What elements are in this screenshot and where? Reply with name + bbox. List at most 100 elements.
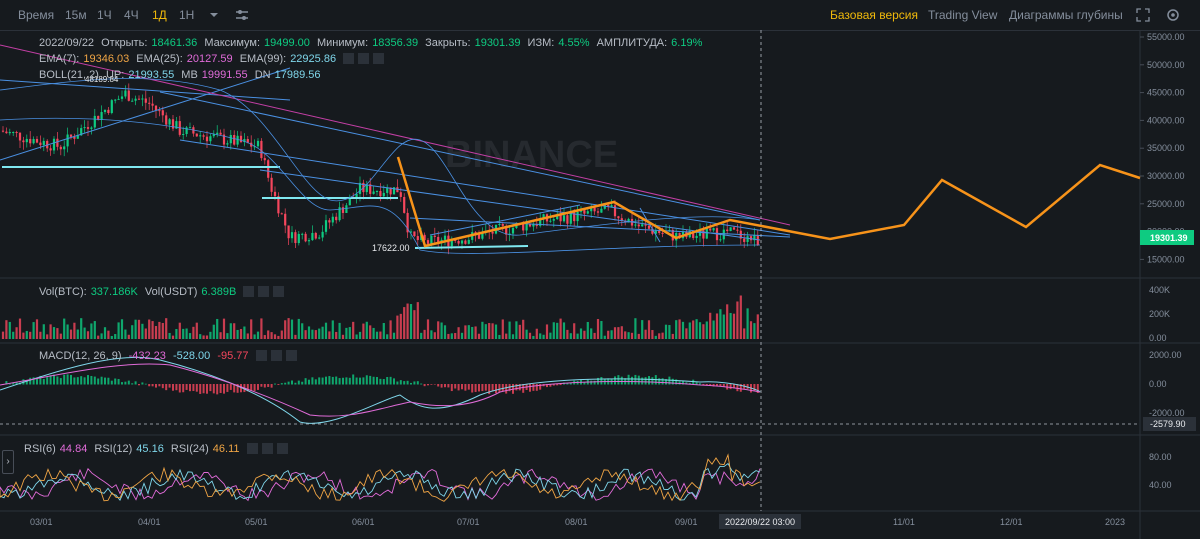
tab-1h[interactable]: 1Ч — [97, 8, 112, 22]
tab-1d[interactable]: 1Д — [152, 8, 167, 22]
gear-icon[interactable] — [358, 53, 370, 64]
candle-body — [348, 197, 351, 206]
candle-body — [86, 127, 90, 129]
chevron-down-icon[interactable] — [205, 6, 223, 24]
volume-bar — [93, 321, 96, 339]
macd-histogram-bar — [722, 384, 725, 387]
macd-histogram-bar — [552, 384, 555, 386]
macd-histogram-bar — [539, 384, 542, 390]
candle-body — [695, 235, 698, 239]
macd-histogram-bar — [444, 384, 446, 388]
volume-bar — [165, 318, 168, 339]
rsi6-label: RSI(6) — [24, 443, 56, 455]
volume-bar — [175, 328, 178, 339]
eye-icon[interactable] — [243, 286, 255, 297]
volume-bar — [467, 325, 470, 339]
macd-histogram-bar — [97, 378, 100, 385]
projection-line — [396, 156, 1141, 248]
candle-body — [90, 127, 93, 129]
tab-4h[interactable]: 4Ч — [124, 8, 139, 22]
candle-body — [195, 133, 198, 137]
high-value: 19499.00 — [264, 37, 310, 49]
volume-bar — [386, 334, 389, 339]
volume-bar — [86, 331, 90, 339]
close-icon[interactable] — [285, 350, 297, 361]
macd-label: MACD(12, 26, 9) — [39, 350, 122, 362]
macd-histogram-bar — [294, 382, 297, 385]
volume-bar — [304, 330, 307, 339]
macd-histogram-bar — [682, 381, 684, 385]
low-label: Минимум: — [316, 37, 369, 49]
candle-body — [73, 136, 76, 139]
volume-bar — [120, 319, 124, 339]
tab-depth-chart[interactable]: Диаграммы глубины — [1009, 8, 1123, 22]
volume-bar — [545, 324, 549, 339]
volume-bar — [12, 331, 15, 339]
rsi-tick-label: 80.00 — [1149, 452, 1172, 462]
volume-bar — [719, 309, 722, 339]
macd-histogram-bar — [291, 380, 293, 385]
volume-bar — [212, 324, 215, 339]
volume-bar — [243, 326, 246, 339]
tab-basic-version[interactable]: Базовая версия — [830, 8, 918, 22]
candle-body — [107, 109, 110, 113]
tab-15m[interactable]: 15м — [65, 8, 87, 22]
volume-bar — [501, 319, 504, 339]
volume-bar — [168, 332, 171, 339]
candle-body — [69, 134, 73, 137]
close-icon[interactable] — [276, 443, 288, 454]
candle-body — [403, 196, 406, 213]
volume-bar — [746, 308, 749, 339]
expand-icon[interactable] — [1134, 6, 1152, 24]
candle-body — [661, 232, 664, 234]
eye-icon[interactable] — [343, 53, 355, 64]
boll-mb-value: 19991.55 — [201, 69, 248, 81]
gear-icon[interactable] — [270, 350, 282, 361]
tab-time[interactable]: Время — [18, 8, 55, 22]
collapse-toggle[interactable]: › — [2, 450, 14, 474]
volume-bar — [256, 331, 260, 339]
close-icon[interactable] — [373, 53, 385, 64]
candle-body — [583, 210, 586, 214]
volume-bar — [634, 318, 637, 339]
eye-icon[interactable] — [246, 443, 258, 454]
macd-histogram-bar — [127, 380, 130, 385]
macd-histogram-bar — [185, 384, 188, 390]
macd-histogram-bar — [675, 379, 678, 385]
time-tick-label: 03/01 — [30, 517, 53, 527]
volume-bar — [335, 331, 338, 339]
eye-icon[interactable] — [255, 350, 267, 361]
macd-histogram-bar — [617, 375, 620, 385]
candle-body — [229, 134, 232, 144]
gear-icon[interactable] — [258, 286, 270, 297]
candle-body — [532, 224, 535, 227]
close-icon[interactable] — [273, 286, 285, 297]
gear-icon[interactable] — [1164, 6, 1182, 24]
volume-bar — [630, 332, 634, 339]
volume-bar — [651, 330, 654, 339]
volume-bar — [63, 318, 66, 339]
volume-bar — [525, 329, 528, 339]
gear-icon[interactable] — [261, 443, 273, 454]
candle-body — [566, 215, 569, 224]
volume-bar — [484, 324, 487, 339]
chart-canvas[interactable]: BINANCE 55000.00 50000.00 45000.00 40000.00… — [0, 30, 1200, 539]
settings-sliders-icon[interactable] — [233, 6, 251, 24]
macd-histogram-bar — [549, 384, 552, 387]
volume-bar — [600, 321, 603, 339]
volume-bar — [726, 304, 729, 339]
tab-1w[interactable]: 1Н — [179, 8, 195, 22]
tab-trading-view[interactable]: Trading View — [928, 8, 998, 22]
volume-bar — [341, 334, 345, 339]
macd-histogram-bar — [501, 384, 504, 392]
macd-histogram-bar — [12, 382, 15, 385]
boll-row: BOLL(21, 2) UP: 21993.55 MB 19991.55 DN 179… — [39, 69, 325, 81]
volume-bar — [280, 330, 283, 339]
candle-body — [437, 236, 440, 244]
candle-body — [209, 136, 212, 142]
macd-histogram-bar — [345, 377, 348, 385]
macd-histogram-bar — [206, 384, 208, 394]
candle-body — [610, 205, 613, 207]
macd-histogram-bar — [641, 377, 644, 385]
candle-body — [35, 138, 39, 143]
